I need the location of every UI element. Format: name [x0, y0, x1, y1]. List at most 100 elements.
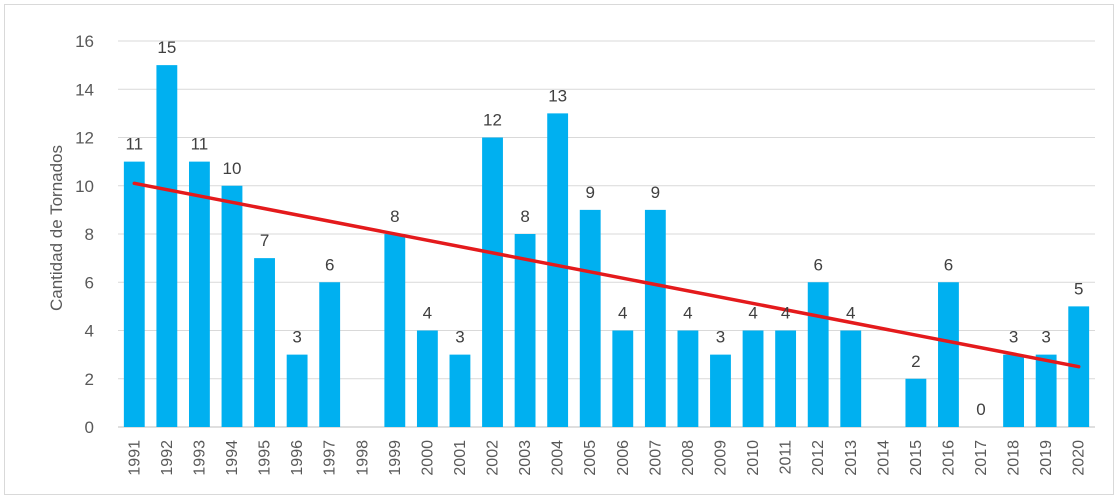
bar-2007: [644, 209, 666, 427]
bar-1992: [156, 65, 178, 427]
data-label-2002: 12: [483, 111, 502, 130]
x-tick-label-2019: 2019: [1038, 440, 1055, 476]
bar-2006: [612, 330, 634, 427]
data-label-1994: 10: [223, 159, 242, 178]
data-label-1997: 6: [325, 255, 334, 274]
data-label-2006: 4: [618, 304, 627, 323]
x-tick-label-2014: 2014: [875, 440, 892, 476]
y-tick-label: 0: [85, 418, 94, 437]
data-label-1991: 11: [125, 135, 143, 154]
x-tick-label-2013: 2013: [843, 440, 860, 476]
x-tick-label-1995: 1995: [257, 440, 274, 476]
data-label-2009: 3: [716, 328, 725, 347]
bar-2012: [807, 282, 829, 427]
bar-2002: [482, 137, 503, 427]
data-label-2015: 2: [911, 352, 920, 371]
data-label-1996: 3: [292, 328, 301, 347]
data-label-2013: 4: [846, 304, 855, 323]
x-tick-label-2018: 2018: [1006, 440, 1023, 476]
x-axis-ticks: 1991 1992 1993 1994 1995 1996 1997 1998 1999 2000…: [126, 440, 1087, 476]
y-tick-label: 2: [85, 370, 94, 389]
bar-2004: [547, 113, 569, 427]
bar-2009: [710, 354, 731, 427]
x-tick-label-1994: 1994: [224, 440, 241, 476]
y-tick-label: 10: [75, 177, 94, 196]
x-tick-label-2004: 2004: [550, 440, 567, 476]
data-label-2007: 9: [651, 183, 660, 202]
bar-1999: [384, 234, 406, 427]
gridlines: [118, 40, 1095, 428]
data-label-2010: 4: [748, 304, 757, 323]
x-tick-label-1997: 1997: [322, 440, 339, 476]
y-axis-ticks: 0 2 4 6 8 10 12 14 16: [75, 32, 94, 437]
data-labels: 11 15 11 10 7 3 6 8 4 3 12 8 13 9 4 9 4 3 4 4 6 4 2 6 0 3 3 5: [125, 38, 1083, 419]
x-tick-label-1996: 1996: [289, 440, 306, 476]
x-tick-label-2002: 2002: [485, 440, 502, 476]
x-tick-label-2000: 2000: [419, 440, 436, 476]
data-label-2003: 8: [520, 207, 529, 226]
y-tick-label: 4: [85, 322, 94, 341]
bar-2001: [449, 354, 471, 427]
data-label-2000: 4: [423, 304, 432, 323]
x-tick-label-2001: 2001: [452, 440, 469, 476]
x-tick-label-2003: 2003: [517, 440, 534, 476]
bar-2003: [514, 234, 536, 427]
data-label-1995: 7: [260, 231, 269, 250]
data-label-2017: 0: [976, 400, 985, 419]
bar-2010: [742, 330, 764, 427]
x-tick-label-2020: 2020: [1071, 440, 1088, 476]
bar-2000: [416, 330, 438, 427]
x-tick-label-1999: 1999: [387, 440, 404, 476]
bar-1997: [319, 282, 341, 427]
y-tick-label: 8: [85, 225, 94, 244]
data-label-1992: 15: [157, 38, 176, 57]
x-tick-label-1998: 1998: [354, 440, 371, 476]
data-label-2011: 4: [781, 304, 790, 323]
bar-1991: [123, 161, 145, 427]
data-label-2008: 4: [683, 304, 692, 323]
x-tick-label-1993: 1993: [191, 440, 208, 476]
data-label-2018: 3: [1009, 328, 1018, 347]
x-tick-label-2009: 2009: [712, 440, 729, 476]
bar-1995: [254, 258, 275, 427]
data-label-2005: 9: [585, 183, 594, 202]
bar-2015: [905, 378, 927, 427]
bar-1994: [221, 185, 243, 427]
data-label-2004: 13: [548, 86, 567, 105]
data-label-2016: 6: [944, 255, 953, 274]
bar-2005: [579, 209, 601, 427]
x-tick-label-2015: 2015: [908, 440, 925, 476]
bar-2018: [1003, 354, 1025, 427]
bar-2019: [1035, 354, 1057, 427]
bar-1996: [286, 354, 308, 427]
x-tick-label-2006: 2006: [615, 440, 632, 476]
bar-2013: [840, 330, 862, 427]
x-tick-label-2010: 2010: [745, 440, 762, 476]
x-tick-label-2016: 2016: [940, 440, 957, 476]
bar-1993: [188, 161, 210, 427]
y-tick-label: 16: [75, 32, 94, 51]
trendline: [132, 181, 1081, 369]
x-tick-label-2005: 2005: [582, 440, 599, 476]
x-tick-label-1992: 1992: [159, 440, 176, 476]
y-tick-label: 14: [75, 80, 94, 99]
y-tick-label: 6: [85, 273, 94, 292]
x-tick-label-2012: 2012: [810, 440, 827, 476]
x-tick-label-2008: 2008: [680, 440, 697, 476]
bar-2016: [938, 282, 959, 427]
data-label-1999: 8: [390, 207, 399, 226]
bar-2008: [677, 330, 699, 427]
y-tick-label: 12: [75, 129, 94, 148]
x-tick-label-2007: 2007: [647, 440, 664, 476]
y-axis-label: Cantidad de Tornados: [47, 145, 66, 311]
bar-2011: [775, 330, 797, 427]
bars: [123, 65, 1090, 427]
x-tick-label-2011: 2011: [778, 440, 795, 475]
data-label-2012: 6: [813, 255, 822, 274]
x-tick-label-2017: 2017: [973, 440, 990, 476]
data-label-2019: 3: [1041, 328, 1050, 347]
trendline-group: [132, 181, 1081, 369]
x-tick-label-1991: 1991: [126, 440, 143, 476]
data-label-2020: 5: [1074, 279, 1083, 298]
